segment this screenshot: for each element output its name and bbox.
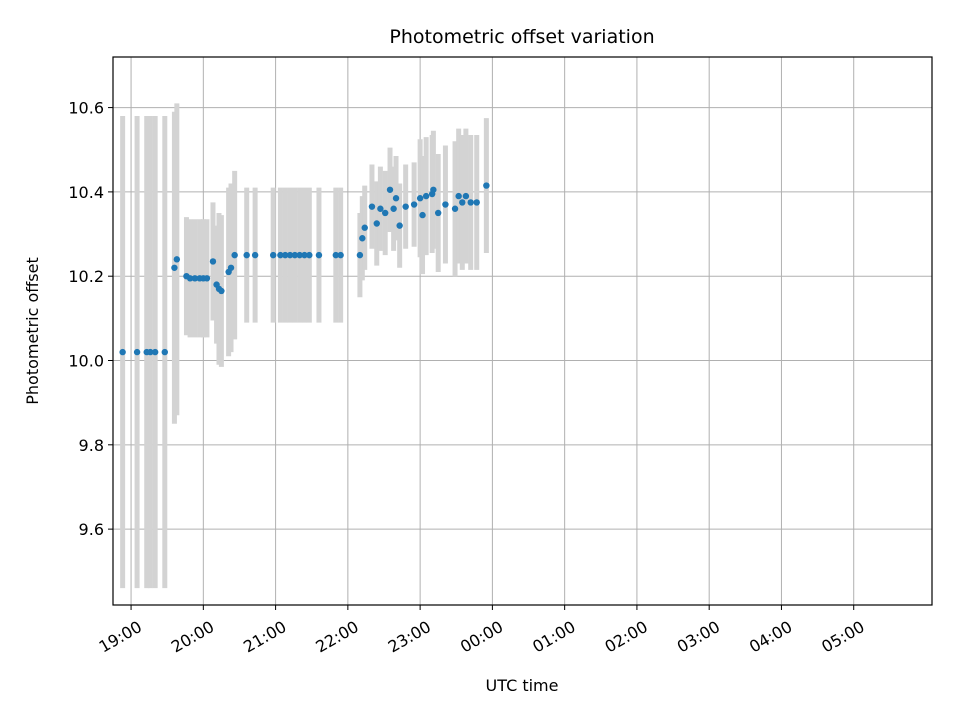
data-point [356, 251, 364, 259]
data-point [218, 287, 225, 295]
data-point [473, 199, 480, 206]
data-point [359, 235, 366, 242]
y-tick-label: 9.8 [79, 436, 104, 455]
data-point [282, 251, 289, 259]
data-point [251, 251, 259, 259]
data-point [386, 186, 394, 193]
data-point [402, 203, 409, 210]
plot-frame [112, 56, 933, 606]
data-point [119, 348, 126, 356]
data-point [422, 192, 430, 200]
data-point [186, 275, 194, 282]
data-point [430, 186, 437, 193]
data-point [462, 192, 470, 200]
data-point [467, 199, 474, 206]
data-point [455, 192, 462, 200]
data-point [231, 251, 238, 259]
y-tick-label: 10.4 [68, 183, 104, 202]
data-point [396, 222, 403, 229]
chart-title: Photometric offset variation [389, 26, 654, 48]
data-point [243, 251, 250, 259]
data-point [337, 251, 344, 259]
y-tick-label: 10.2 [68, 267, 104, 286]
data-point [332, 251, 340, 259]
data-point [451, 205, 459, 212]
data-point [434, 209, 442, 217]
data-point [203, 275, 211, 282]
data-point [459, 199, 466, 206]
grid-lines [113, 57, 932, 605]
data-point [315, 251, 323, 259]
data-point [227, 264, 235, 271]
data-point [306, 251, 313, 259]
data-point [373, 220, 380, 227]
data-points [119, 182, 490, 356]
data-point [390, 205, 397, 212]
data-point [161, 348, 168, 356]
data-point [361, 224, 368, 231]
y-tick-label: 10.6 [68, 99, 104, 118]
data-point [392, 195, 400, 202]
y-axis-title: Photometric offset [23, 257, 42, 405]
data-point [209, 258, 217, 265]
y-tick-label: 10.0 [68, 352, 104, 371]
data-point [171, 264, 178, 271]
data-point [483, 182, 490, 189]
data-point [269, 251, 277, 259]
data-point [151, 348, 159, 356]
data-point [381, 209, 389, 217]
data-point [368, 203, 376, 210]
data-point [377, 205, 384, 212]
data-point [442, 201, 449, 208]
data-point [133, 348, 141, 356]
data-point [286, 251, 294, 259]
data-point [291, 251, 299, 259]
data-point [277, 251, 284, 259]
data-point [147, 348, 154, 356]
data-point [410, 201, 418, 208]
data-point [191, 275, 199, 282]
y-axis-ticks: 9.6 9.8 10.0 10.2 10.4 10.6 [68, 99, 113, 539]
data-point [416, 195, 424, 202]
data-point [301, 251, 308, 259]
data-point [173, 256, 181, 263]
x-axis-title: UTC time [486, 676, 559, 695]
data-point [419, 211, 426, 219]
data-point [296, 251, 303, 259]
y-tick-label: 9.6 [79, 520, 104, 539]
